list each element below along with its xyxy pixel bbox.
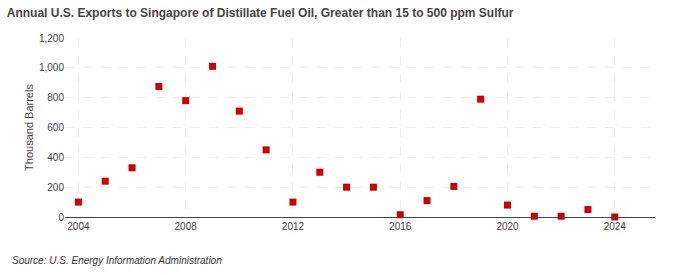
svg-text:2008: 2008 [175, 221, 198, 232]
svg-text:1,200: 1,200 [39, 33, 64, 44]
svg-text:Annual U.S. Exports to Singapo: Annual U.S. Exports to Singapore of Dist… [7, 6, 514, 20]
svg-text:1,000: 1,000 [39, 62, 64, 73]
svg-text:400: 400 [47, 152, 64, 163]
svg-text:2004: 2004 [67, 221, 90, 232]
svg-text:2016: 2016 [389, 221, 412, 232]
svg-text:600: 600 [47, 122, 64, 133]
svg-text:800: 800 [47, 92, 64, 103]
svg-text:Thousand Barrels: Thousand Barrels [23, 84, 35, 171]
svg-text:200: 200 [47, 182, 64, 193]
svg-text:2020: 2020 [496, 221, 519, 232]
svg-text:2024: 2024 [604, 221, 627, 232]
svg-text:0: 0 [58, 212, 64, 223]
svg-text:2012: 2012 [282, 221, 305, 232]
svg-text:Source: U.S. Energy Informatio: Source: U.S. Energy Information Administ… [12, 255, 222, 266]
